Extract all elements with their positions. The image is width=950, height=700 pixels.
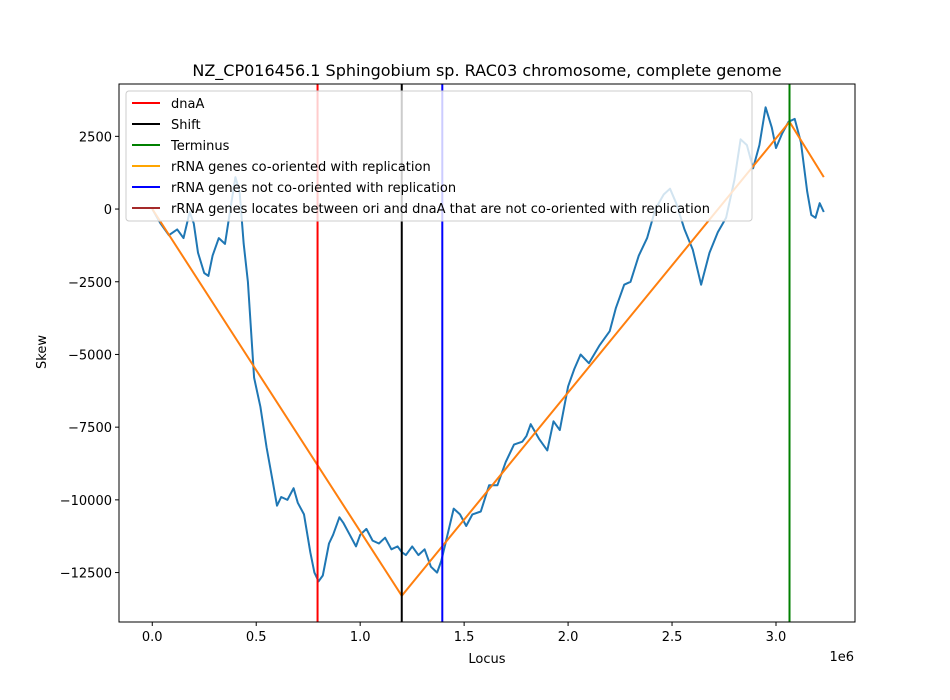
x-axis-label: Locus xyxy=(468,652,505,667)
series-line-1 xyxy=(151,120,825,597)
legend-label-2: Terminus xyxy=(170,139,230,154)
x-tick-label-2: 1.0 xyxy=(350,630,371,645)
x-axis-offset-label: 1e6 xyxy=(829,650,854,665)
chart-title: NZ_CP016456.1 Sphingobium sp. RAC03 chro… xyxy=(192,61,781,81)
legend-label-0: dnaA xyxy=(171,97,204,112)
y-tick-label-6: −12500 xyxy=(60,567,112,582)
y-tick-label-1: 0 xyxy=(104,203,112,218)
legend-label-1: Shift xyxy=(171,118,201,133)
legend: dnaA Shift Terminus rRNA genes co-oriented … xyxy=(125,90,753,222)
y-tick-label-5: −10000 xyxy=(60,494,112,509)
y-axis-label: Skew xyxy=(35,335,50,369)
axes: 0.0 0.5 1.0 1.5 2.0 2.5 3.0 2500 0 −2500 −5000 −750… xyxy=(60,83,856,645)
x-tick-label-0: 0.0 xyxy=(142,630,163,645)
x-tick-label-4: 2.0 xyxy=(558,630,579,645)
x-tick-label-1: 0.5 xyxy=(246,630,267,645)
x-tick-label-6: 3.0 xyxy=(766,630,787,645)
series-line-0 xyxy=(151,106,825,583)
x-tick-label-5: 2.5 xyxy=(662,630,683,645)
legend-label-4: rRNA genes not co-oriented with replicat… xyxy=(171,181,456,196)
legend-box xyxy=(125,90,753,222)
x-tick-label-3: 1.5 xyxy=(454,630,475,645)
y-tick-label-0: 2500 xyxy=(79,130,112,145)
legend-label-5: rRNA genes locates between ori and dnaA … xyxy=(171,202,710,217)
legend-label-3: rRNA genes co-oriented with replication xyxy=(171,160,431,175)
y-tick-label-3: −5000 xyxy=(68,348,112,363)
y-tick-label-4: −7500 xyxy=(68,421,112,436)
plot-frame xyxy=(118,83,856,623)
y-tick-label-2: −2500 xyxy=(68,276,112,291)
